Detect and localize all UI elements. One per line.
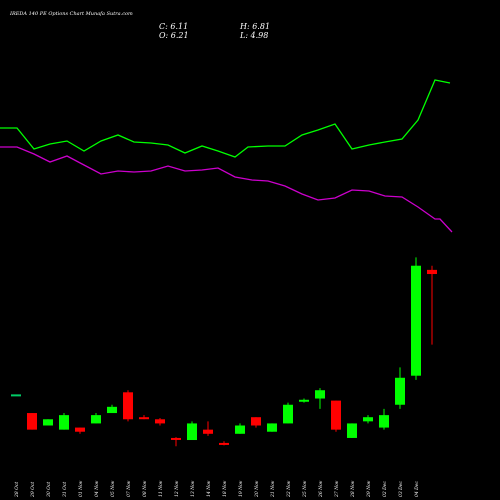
candle-body [235,425,245,434]
candle-body [363,417,373,422]
candle-body [427,269,437,275]
open-readout: O: 6.21 [159,31,189,40]
candle-body [59,415,69,430]
candle-body [283,404,293,424]
x-tick-label: 20 Nov [254,480,260,498]
candle-body [267,423,277,432]
candle-body [91,415,101,424]
x-tick-label: 29 Oct [30,482,36,498]
x-tick-label: 03 Dec [398,481,404,497]
candle-body [107,406,117,414]
x-tick-label: 29 Nov [366,480,372,498]
candle-body [251,417,261,426]
candle-body [331,400,341,430]
candle-body [11,394,21,397]
candle-body [299,399,309,402]
candle-body [411,265,421,376]
upper-indicator-line [0,79,451,158]
candle-body [27,413,37,430]
x-axis-ticks: 28 Oct 29 Oct 30 Oct 31 Oct 01 Nov 04 Nov 05 N… [14,480,420,498]
x-tick-label: 25 Nov [302,480,308,498]
x-tick-label: 02 Dec [382,481,388,497]
candle-body [219,442,229,445]
x-tick-label: 14 Nov [206,480,212,497]
candle-body [123,392,133,420]
candle-body [171,437,181,440]
x-tick-label: 11 Nov [158,480,164,497]
x-tick-label: 01 Nov [78,480,84,497]
x-tick-label: 28 Nov [350,480,356,498]
x-tick-label: 04 Nov [94,480,100,497]
candle-body [43,419,53,426]
high-readout: H: 6.81 [239,22,270,31]
x-tick-label: 04 Dec [414,481,420,497]
x-tick-label: 22 Nov [286,480,292,498]
candles-group [11,257,437,447]
x-tick-label: 18 Nov [222,480,228,497]
x-tick-label: 12 Nov [174,480,180,497]
x-tick-label: 08 Nov [142,480,148,497]
x-tick-label: 26 Nov [318,480,324,498]
candle-body [75,427,85,432]
candle-body [379,415,389,428]
x-tick-label: 27 Nov [334,480,340,498]
x-tick-label: 30 Oct [46,482,52,497]
x-tick-label: 28 Oct [14,482,20,498]
low-readout: L: 4.98 [239,31,268,40]
candle-body [347,423,357,438]
close-readout: C: 6.11 [159,22,188,31]
candle-body [155,419,165,424]
x-tick-label: 07 Nov [126,480,132,497]
candle-body [139,417,149,420]
candle-body [315,390,325,399]
candle-body [203,429,213,434]
chart-title: IREDA 140 PE Options Chart Munafa Sutra.… [9,11,133,17]
lower-indicator-line [0,146,453,233]
x-tick-label: 05 Nov [110,480,116,497]
x-tick-label: 31 Oct [62,482,68,497]
x-tick-label: 19 Nov [238,480,244,497]
candle-body [187,423,197,441]
x-tick-label: 13 Nov [190,480,196,497]
candle-body [395,377,405,405]
x-tick-label: 21 Nov [270,480,276,498]
